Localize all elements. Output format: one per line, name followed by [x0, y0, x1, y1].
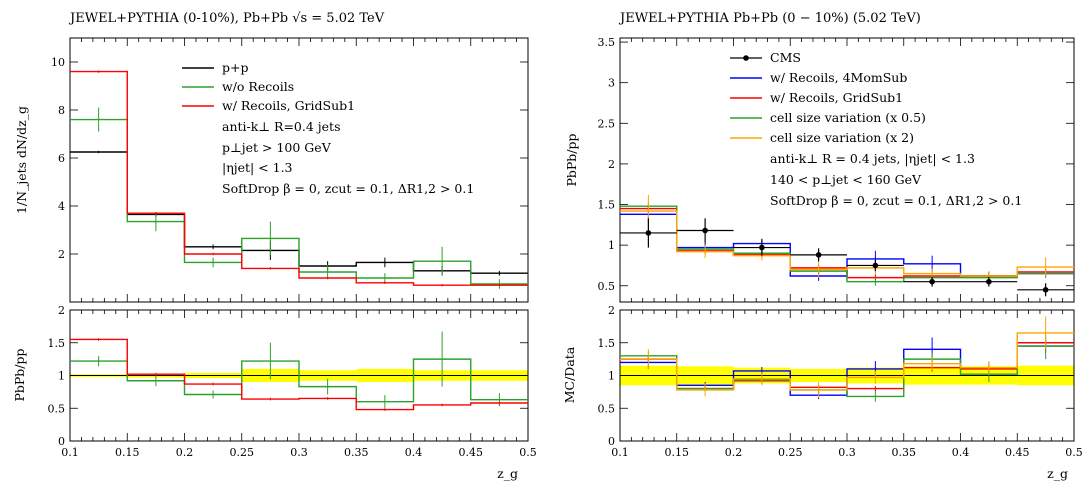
ratio-ytick-label: 0.5 — [598, 402, 616, 415]
ratio-xtick-label: 0.3 — [290, 446, 308, 459]
ratio-ytick-label: 0 — [58, 435, 65, 448]
ratio-xtick-label: 0.15 — [115, 446, 140, 459]
ratio-xtick-label: 0.3 — [838, 446, 856, 459]
cms-point — [702, 228, 708, 234]
right-legend-label-2: w/ Recoils, GridSub1 — [770, 90, 903, 105]
legend-marker-dot — [743, 55, 749, 61]
main-ytick-label: 10 — [51, 56, 65, 69]
ratio-xtick-label: 0.5 — [519, 446, 537, 459]
main-ytick-label: 4 — [58, 200, 65, 213]
right-legend-label-1: w/ Recoils, 4MomSub — [770, 70, 907, 85]
right-legend-label-4: cell size variation (x 2) — [770, 130, 914, 145]
right-legend-label-0: CMS — [770, 50, 801, 65]
ratio-ytick-label: 1 — [608, 370, 615, 383]
right-legend: CMS w/ Recoils, 4MomSub w/ Recoils, Grid… — [770, 50, 1022, 208]
ratio-xtick-label: 0.2 — [725, 446, 743, 459]
ratio-xtick-label: 0.2 — [176, 446, 194, 459]
ratio-ytick-label: 1.5 — [598, 337, 616, 350]
ratio-ytick-label: 0 — [608, 435, 615, 448]
ratio-xtick-label: 0.35 — [892, 446, 917, 459]
ratio-ytick-label: 1 — [58, 370, 65, 383]
left-main-ylabel: 1/N_jets dN/dz_g — [14, 106, 29, 214]
ratio-ytick-label: 2 — [608, 304, 615, 317]
main-ytick-label: 1.5 — [598, 199, 616, 212]
main-ytick-label: 8 — [58, 104, 65, 117]
cms-point — [816, 252, 822, 258]
cms-point — [759, 245, 765, 251]
ratio-plot: 0.1 0.15 0.2 0.25 0.3 0.35 0.4 0.45 0.500.511.52 — [598, 304, 1083, 459]
main-ytick-label: 0.5 — [598, 280, 616, 293]
cms-point — [873, 263, 879, 269]
ratio-xtick-label: 0.5 — [1065, 446, 1083, 459]
main-ytick-label: 2 — [608, 158, 615, 171]
ratio-xtick-label: 0.35 — [344, 446, 369, 459]
main-ytick-label: 1 — [608, 239, 615, 252]
main-ytick-label: 3.5 — [598, 36, 616, 49]
right-legend-label-3: cell size variation (x 0.5) — [770, 110, 926, 125]
right-ratio-ylabel: MC/Data — [562, 346, 577, 403]
left-legend: p+p w/o Recoils w/ Recoils, GridSub1 ant… — [222, 60, 474, 196]
left-title: JEWEL+PYTHIA (0-10%), Pb+Pb √s = 5.02 Te… — [68, 11, 385, 26]
cms-point — [929, 279, 935, 285]
ratio-xtick-label: 0.15 — [665, 446, 690, 459]
main-ytick-label: 6 — [58, 152, 65, 165]
ratio-xtick-label: 0.25 — [778, 446, 803, 459]
left-legend-label-1: w/o Recoils — [222, 79, 294, 94]
cms-point — [646, 230, 652, 236]
ratio-xtick-label: 0.4 — [952, 446, 970, 459]
ratio-xtick-label: 0.45 — [1005, 446, 1030, 459]
left-annotation-1: p⊥jet > 100 GeV — [222, 140, 332, 155]
ratio-ytick-label: 2 — [58, 304, 65, 317]
left-legend-label-2: w/ Recoils, GridSub1 — [222, 98, 355, 113]
right-title: JEWEL+PYTHIA Pb+Pb (0 − 10%) (5.02 TeV) — [618, 11, 921, 26]
ratio-ytick-label: 0.5 — [48, 402, 66, 415]
ratio-xtick-label: 0.45 — [459, 446, 484, 459]
ratio-plot: 0.1 0.15 0.2 0.25 0.3 0.35 0.4 0.45 0.500.511.52 — [48, 304, 537, 459]
ratio-xtick-label: 0.25 — [230, 446, 255, 459]
main-ytick-label: 3 — [608, 77, 615, 90]
left-annotation-0: anti-k⊥ R=0.4 jets — [222, 119, 341, 134]
ratio-ytick-label: 1.5 — [48, 337, 66, 350]
left-legend-label-0: p+p — [222, 60, 248, 75]
right-main-ylabel: PbPb/pp — [564, 133, 579, 186]
main-ytick-label: 2 — [58, 248, 65, 261]
left-ratio-ylabel: PbPb/pp — [12, 348, 27, 401]
main-ytick-label: 2.5 — [598, 117, 616, 130]
right-annotation-2: SoftDrop β = 0, zcut = 0.1, ΔR1,2 > 0.1 — [770, 193, 1022, 208]
right-annotation-0: anti-k⊥ R = 0.4 jets, |ηjet| < 1.3 — [770, 151, 975, 166]
left-annotation-2: |ηjet| < 1.3 — [222, 160, 293, 175]
main-series-line — [620, 214, 1074, 276]
left-annotation-3: SoftDrop β = 0, zcut = 0.1, ΔR1,2 > 0.1 — [222, 181, 474, 196]
left-xlabel: z_g — [497, 466, 518, 481]
cms-point — [1043, 287, 1049, 293]
right-annotation-1: 140 < p⊥jet < 160 GeV — [770, 172, 922, 187]
right-xlabel: z_g — [1047, 466, 1068, 481]
cms-point — [986, 279, 992, 285]
ratio-xtick-label: 0.4 — [405, 446, 423, 459]
